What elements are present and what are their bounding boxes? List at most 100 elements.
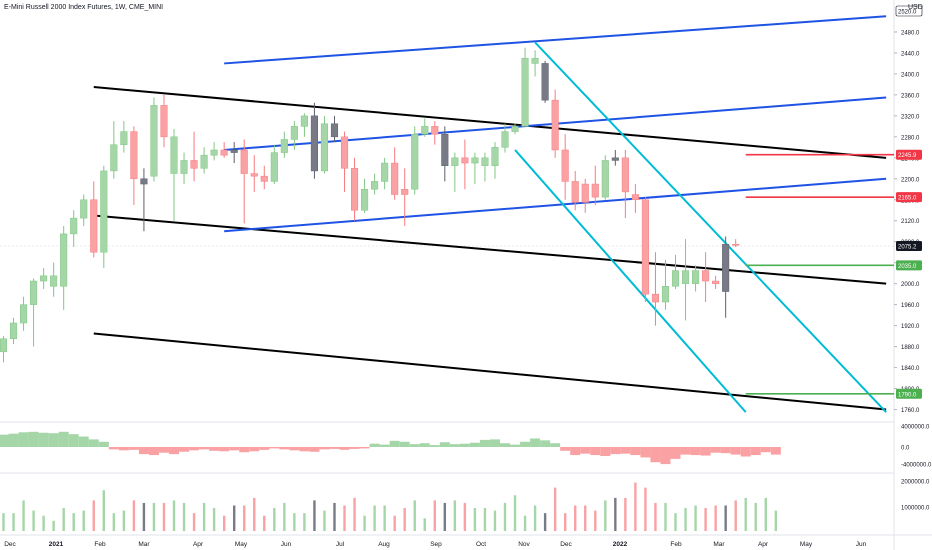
volume-bar xyxy=(273,508,276,531)
volume-bar xyxy=(243,505,246,531)
volume-bar xyxy=(574,505,577,531)
candle xyxy=(240,139,248,224)
volume-bar xyxy=(704,508,707,531)
oscillator-bar xyxy=(419,443,430,447)
candle-body xyxy=(601,160,609,198)
oscillator-bar xyxy=(459,443,470,447)
oscillator-bar xyxy=(269,447,280,449)
candle xyxy=(270,144,278,185)
candle xyxy=(20,296,28,331)
oscillator-bar xyxy=(530,438,541,447)
oscillator-bar xyxy=(158,447,169,453)
volume-bar xyxy=(644,487,647,531)
candle xyxy=(190,131,198,182)
volume-bar xyxy=(694,505,697,531)
candle xyxy=(330,115,339,143)
price-tick-label: 1880.0 xyxy=(901,345,920,351)
candle-body xyxy=(371,181,379,190)
volume-bar xyxy=(714,505,717,531)
oscillator-bar xyxy=(750,447,761,456)
volume-bar xyxy=(553,487,557,531)
candle-body xyxy=(150,105,158,177)
volume-bar xyxy=(403,508,406,531)
candle-body xyxy=(471,157,479,164)
candle-body xyxy=(581,183,589,203)
volume-bar xyxy=(202,502,206,531)
candle xyxy=(631,184,639,213)
candle xyxy=(391,147,399,200)
candle xyxy=(551,89,559,158)
volume-bar xyxy=(543,513,547,531)
oscillator-bar xyxy=(730,447,741,455)
oscillator-bar xyxy=(439,442,450,447)
oscillator-bar xyxy=(479,439,490,447)
price-label-badge xyxy=(896,388,922,399)
trendline xyxy=(224,177,887,233)
candle xyxy=(441,126,449,182)
oscillator-bar xyxy=(8,433,19,447)
candle xyxy=(732,239,740,247)
candle-body xyxy=(170,136,178,174)
candle-body xyxy=(441,133,449,166)
candle xyxy=(200,147,208,174)
candle-body xyxy=(140,178,148,185)
oscillator-bar xyxy=(18,432,29,447)
candle xyxy=(661,260,670,310)
candle-body xyxy=(230,149,238,153)
candle-body xyxy=(190,160,198,169)
candle xyxy=(30,278,38,347)
candle xyxy=(310,102,318,179)
oscillator-bar xyxy=(138,447,149,455)
volume-bar xyxy=(383,505,386,531)
price-tick-label: 2480.0 xyxy=(901,30,920,36)
oscillator-bar xyxy=(630,447,641,456)
time-label: 2022 xyxy=(613,541,628,548)
oscillator-bar xyxy=(600,447,611,457)
candle-body xyxy=(30,280,38,305)
candle xyxy=(702,252,710,303)
volume-bar xyxy=(192,513,196,531)
oscillator-bar xyxy=(710,447,721,453)
candle-body xyxy=(130,131,138,180)
oscillator-bar xyxy=(209,447,220,451)
oscillator-bar xyxy=(570,447,581,456)
currency-label[interactable]: USD xyxy=(908,4,923,11)
oscillator-bar xyxy=(349,447,360,449)
oscillator-bar xyxy=(38,432,49,447)
candle-body xyxy=(361,189,369,211)
oscillator-bar xyxy=(128,447,139,450)
candle-body xyxy=(60,233,68,287)
volume-bar xyxy=(323,510,326,531)
volume-bar xyxy=(102,490,105,531)
oscillator-bar xyxy=(189,447,200,451)
candle-body xyxy=(9,322,18,339)
candle xyxy=(351,157,359,221)
volume-bar xyxy=(222,515,226,531)
time-label: Jun xyxy=(856,541,867,548)
candle xyxy=(160,94,168,148)
volume-bar xyxy=(664,502,667,531)
price-label-text: 1790.0 xyxy=(898,392,917,398)
price-tick-label: 2000.0 xyxy=(901,282,920,288)
candle xyxy=(70,210,78,247)
candle xyxy=(220,142,228,158)
candle-body xyxy=(641,199,649,295)
oscillator-bar xyxy=(379,444,390,447)
volume-bar xyxy=(293,513,296,531)
volume-bar xyxy=(333,502,336,531)
volume-bar xyxy=(774,510,778,531)
candle-body xyxy=(270,152,278,182)
volume-bar xyxy=(212,508,216,531)
volume-bar xyxy=(373,505,376,531)
volume-bar xyxy=(22,500,25,531)
volume-bar xyxy=(182,502,186,531)
candle xyxy=(280,131,288,158)
candle-body xyxy=(110,144,118,172)
trendline xyxy=(93,86,887,159)
volume-bar xyxy=(343,505,346,531)
time-label: Jun xyxy=(281,541,292,548)
candle xyxy=(481,152,489,182)
candle-body xyxy=(511,126,519,132)
